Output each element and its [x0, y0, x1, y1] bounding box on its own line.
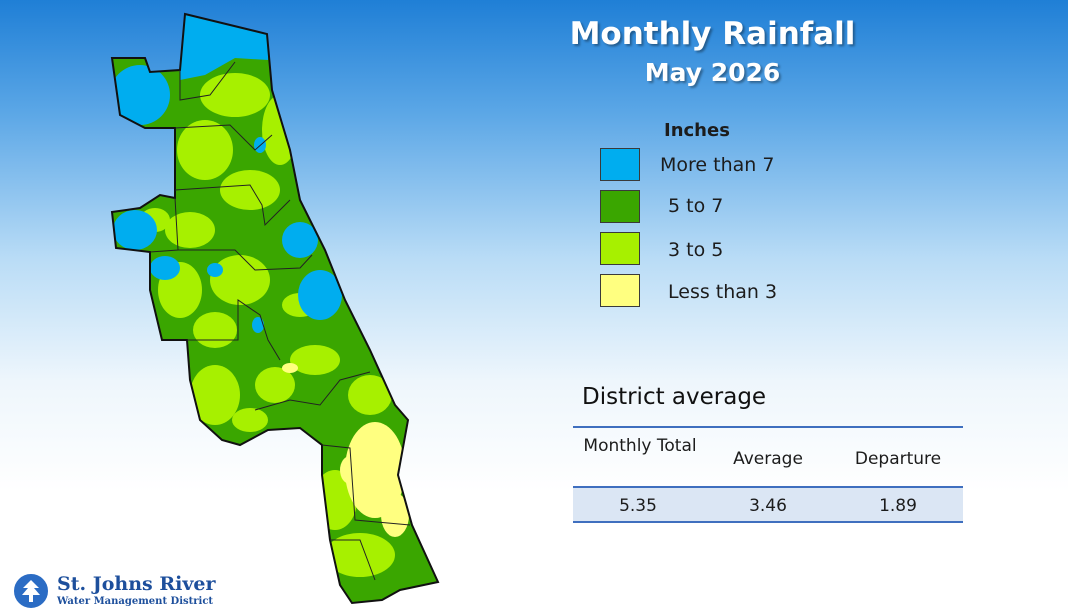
- legend-label-less-than-3: Less than 3: [668, 281, 778, 303]
- table-top-rule: [573, 426, 963, 428]
- legend-swatch-less-than-3: [600, 274, 640, 307]
- column-header-average: Average: [733, 449, 803, 469]
- legend-swatch-3-to-5: [600, 232, 640, 265]
- legend-heading: Inches: [664, 120, 730, 141]
- value-departure: 1.89: [879, 496, 917, 516]
- logo-name: St. Johns River: [57, 573, 216, 595]
- district-average-heading: District average: [582, 384, 767, 410]
- map-title: Monthly Rainfall: [569, 16, 856, 52]
- column-header-monthly-total: Monthly Total: [583, 436, 697, 456]
- table-row: [573, 488, 963, 521]
- district-boundary: [110, 12, 440, 605]
- legend-label-5-to-7: 5 to 7: [668, 195, 724, 217]
- legend-label-3-to-5: 3 to 5: [668, 239, 724, 261]
- table-header-rule: [573, 486, 963, 488]
- logo-subtitle: Water Management District: [57, 596, 214, 607]
- value-average: 3.46: [749, 496, 787, 516]
- rain-zone-less-than-3: [282, 363, 409, 537]
- legend-swatch-more-than-7: [600, 148, 640, 181]
- legend-swatch-5-to-7: [600, 190, 640, 223]
- county-boundaries: [149, 61, 411, 581]
- column-header-departure: Departure: [854, 449, 942, 469]
- value-monthly-total: 5.35: [619, 496, 657, 516]
- legend-label-more-than-7: More than 7: [660, 154, 775, 176]
- district-logo-icon: [12, 572, 50, 610]
- table-bottom-rule: [573, 521, 963, 523]
- map-subtitle: May 2026: [644, 58, 781, 87]
